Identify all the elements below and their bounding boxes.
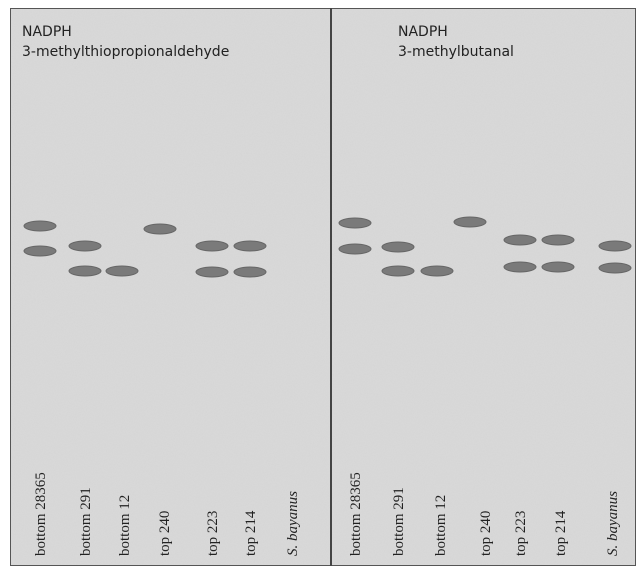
lane-label: bottom 291 <box>78 487 94 556</box>
band <box>599 263 631 273</box>
panel-header: NADPH <box>398 24 448 40</box>
panel-header: 3-methylthiopropionaldehyde <box>22 44 229 60</box>
lane-label: S. bayanus <box>605 491 621 556</box>
band <box>196 267 228 277</box>
band <box>382 242 414 252</box>
band <box>24 221 56 231</box>
band <box>421 266 453 276</box>
lane-label: top 214 <box>243 510 259 556</box>
band <box>504 235 536 245</box>
lane-label: bottom 12 <box>117 495 133 556</box>
lane-label: top 214 <box>553 510 569 556</box>
band <box>382 266 414 276</box>
panel-header: NADPH <box>22 24 72 40</box>
band <box>339 244 371 254</box>
lane-label: bottom 28365 <box>348 472 364 556</box>
gel-texture <box>10 8 636 566</box>
lane-label: top 223 <box>205 511 221 556</box>
panel-header: 3-methylbutanal <box>398 44 514 60</box>
lane-label: top 223 <box>513 511 529 556</box>
lane-label: top 240 <box>157 511 173 556</box>
band <box>234 241 266 251</box>
band <box>106 266 138 276</box>
band <box>542 262 574 272</box>
band <box>234 267 266 277</box>
lane-label: bottom 28365 <box>33 472 49 556</box>
band <box>339 218 371 228</box>
band <box>504 262 536 272</box>
lane-label: top 240 <box>478 511 494 556</box>
lane-label: S. bayanus <box>285 491 301 556</box>
band <box>196 241 228 251</box>
band <box>69 241 101 251</box>
band <box>599 241 631 251</box>
band <box>454 217 486 227</box>
band <box>69 266 101 276</box>
gel-figure: NADPH 3-methylthiopropionaldehyde bottom 2… <box>0 0 636 569</box>
band <box>542 235 574 245</box>
lane-label: bottom 12 <box>433 495 449 556</box>
lane-label: bottom 291 <box>391 487 407 556</box>
band <box>24 246 56 256</box>
band <box>144 224 176 234</box>
